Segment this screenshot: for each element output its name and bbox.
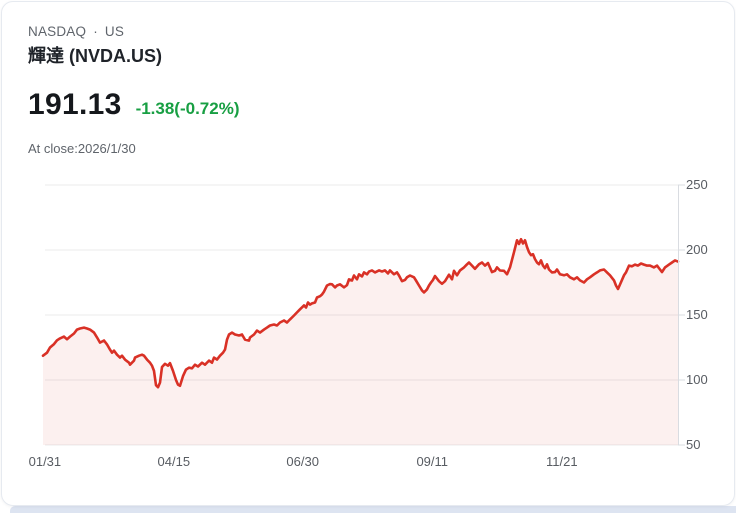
- x-axis-label-11-21: 11/21: [545, 454, 578, 469]
- y-axis-label-200: 200: [686, 242, 708, 257]
- y-axis-label-250: 250: [686, 177, 708, 192]
- background-card-edge: [10, 506, 736, 513]
- x-axis-label-01-31: 01/31: [28, 454, 62, 469]
- stock-title: 輝達 (NVDA.US): [28, 46, 162, 66]
- y-axis-label-100: 100: [686, 372, 708, 387]
- price-area-fill: [43, 239, 678, 445]
- price-line: [41, 237, 680, 389]
- y-axis-label-50: 50: [686, 437, 701, 452]
- x-axis-label-09-11: 09/11: [416, 454, 449, 469]
- last-price: 191.13: [28, 88, 122, 121]
- x-axis-label-06-30: 06/30: [286, 454, 319, 469]
- exchange-separator: ·: [93, 24, 98, 39]
- exchange-line: NASDAQ · US: [28, 24, 124, 39]
- y-axis-label-150: 150: [686, 307, 708, 322]
- exchange-label: NASDAQ: [28, 24, 87, 39]
- price-row: 191.13 -1.38(-0.72%): [28, 88, 240, 122]
- market-label: US: [104, 24, 125, 39]
- x-axis-label-04-15: 04/15: [157, 454, 191, 469]
- price-change: -1.38(-0.72%): [135, 99, 240, 118]
- price-chart[interactable]: [41, 184, 691, 446]
- close-date: At close:2026/1/30: [28, 141, 136, 156]
